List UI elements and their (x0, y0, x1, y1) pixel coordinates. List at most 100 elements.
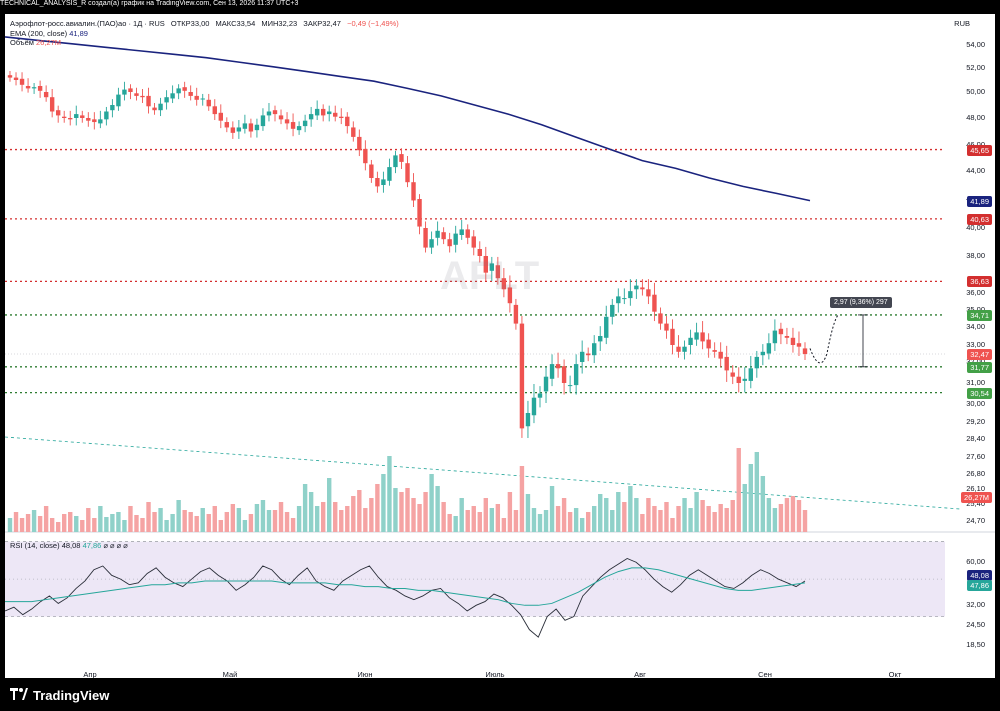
volume-bar (610, 510, 615, 532)
volume-bar (778, 504, 784, 532)
candle-body (507, 287, 513, 304)
volume-bar (495, 504, 501, 532)
candle-body (260, 115, 266, 127)
candle-body (188, 92, 193, 96)
volume-bar (290, 518, 296, 532)
candle-body (357, 136, 362, 151)
volume-bar (278, 502, 284, 532)
rsi-label: RSI (14, close) (10, 541, 60, 550)
time-tick-label: Сен (758, 670, 772, 678)
price-tick-label: 26,80 (966, 469, 985, 478)
level-price-tag: 36,63 (967, 276, 992, 288)
volume-bar (772, 508, 778, 532)
volume-bar (730, 500, 735, 532)
symbol-name[interactable]: Аэрофлот-росс.авиалин.(ПАО)ао · 1Д · RUS (10, 19, 165, 28)
low-value: МИН32,23 (261, 19, 298, 28)
volume-bar (55, 522, 61, 532)
high-value: МАКС33,54 (215, 19, 256, 28)
volume-bar (760, 476, 766, 532)
tradingview-icon (10, 688, 28, 703)
candle-body (471, 236, 476, 248)
candle-body (483, 256, 488, 273)
volume-bar (724, 508, 729, 532)
candle-body (549, 364, 555, 379)
volume-bar (658, 510, 663, 532)
measure-annotation: 2,97 (9,36%) 297 (830, 297, 892, 308)
candle-body (652, 294, 657, 312)
price-tick-label: 54,00 (966, 40, 985, 49)
volume-bar (152, 512, 157, 532)
price-tick-label: 48,00 (966, 113, 985, 122)
volume-bar (616, 492, 621, 532)
volume-bar (122, 520, 127, 532)
candle-body (146, 95, 151, 107)
candle-body (736, 376, 741, 383)
candle-body (501, 278, 507, 290)
candle-body (778, 328, 784, 335)
ema-legend[interactable]: EMA (200, close) 41,89 (10, 29, 88, 38)
candle-body (718, 351, 723, 359)
volume-bar (585, 512, 591, 532)
value-price-tag: 26,27M (960, 492, 992, 503)
tradingview-logo[interactable]: TradingView (10, 688, 109, 703)
volume-bar (302, 484, 308, 532)
volume-bar (652, 506, 657, 532)
candle-body (43, 92, 49, 98)
volume-bar (537, 514, 543, 532)
candle-body (327, 111, 332, 115)
volume-bar (254, 504, 260, 532)
candle-body (748, 368, 753, 381)
volume-bar (128, 506, 133, 532)
volume-bar (802, 510, 808, 532)
candle-body (122, 89, 127, 95)
volume-bar (694, 492, 699, 532)
volume-bar (146, 502, 151, 532)
price-chart[interactable] (5, 14, 995, 678)
volume-bar (465, 510, 470, 532)
candle-body (7, 75, 13, 78)
volume-bar (170, 514, 175, 532)
rsi-band (5, 541, 945, 617)
price-tick-label: 30,00 (966, 399, 985, 408)
volume-bar (525, 494, 531, 532)
candle-body (248, 123, 254, 132)
candle-body (519, 323, 525, 429)
price-tick-label: 38,00 (966, 251, 985, 260)
candle-body (284, 119, 290, 124)
volume-bar (682, 498, 687, 532)
candle-body (459, 229, 464, 235)
trend-line (5, 436, 961, 510)
candle-body (49, 97, 55, 112)
candle-body (134, 93, 139, 96)
rsi-legend[interactable]: RSI (14, close) 48,08 47,86 ⌀ ⌀ ⌀ ⌀ (10, 541, 128, 550)
volume-bar (423, 492, 428, 532)
rsi-tick-label: 18,50 (966, 640, 985, 649)
candle-body (206, 99, 211, 107)
volume-bar (218, 520, 223, 532)
candle-body (567, 385, 573, 387)
price-tick-label: 25,40 (966, 499, 985, 508)
price-tick-label: 36,00 (966, 288, 985, 297)
volume-bar (339, 510, 344, 532)
volume-bar (375, 484, 380, 532)
candle-body (784, 336, 790, 338)
value-price-tag: 41,89 (967, 195, 992, 207)
volume-bar (513, 510, 519, 532)
volume-bar (212, 506, 217, 532)
chart-area[interactable]: Аэрофлот-росс.авиалин.(ПАО)ао · 1Д · RUS… (5, 14, 995, 678)
volume-bar (489, 508, 495, 532)
price-tick-label: 24,70 (966, 516, 985, 525)
volume-bar (435, 486, 440, 532)
volume-legend[interactable]: Объём 26,27M (10, 38, 61, 47)
candle-body (598, 336, 603, 342)
rsi-settings-icons[interactable]: ⌀ ⌀ ⌀ ⌀ (103, 541, 128, 550)
candle-body (670, 328, 675, 345)
candle-body (212, 106, 217, 115)
volume-bar (206, 514, 211, 532)
rsi-ma-line (5, 567, 806, 606)
candle-body (31, 87, 37, 89)
open-value: ОТКР33,00 (170, 19, 210, 28)
candle-body (423, 228, 428, 248)
candle-body (465, 229, 470, 238)
